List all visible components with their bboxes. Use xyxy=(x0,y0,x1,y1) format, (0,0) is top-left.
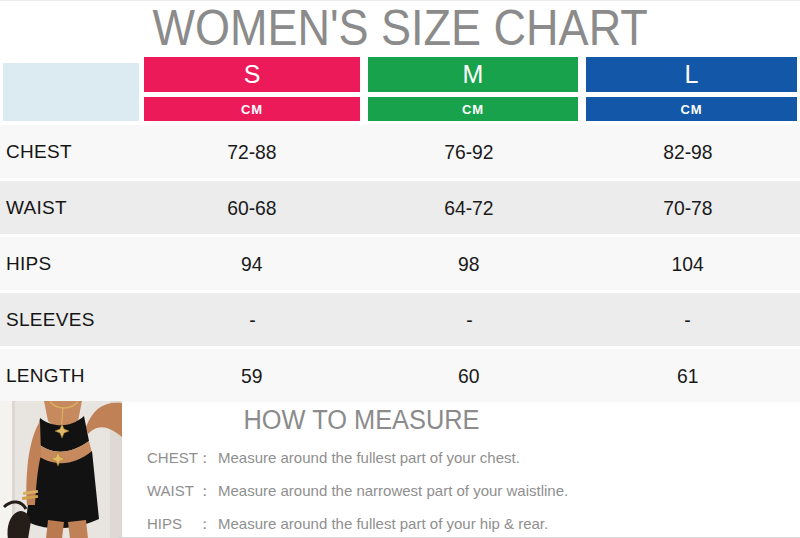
size-s-label: S xyxy=(144,57,360,92)
table-row-waist: WAIST 60-68 64-72 70-78 xyxy=(0,178,800,234)
size-chart-table: CHEST 72-88 76-92 82-98 WAIST 60-68 64-7… xyxy=(0,122,800,402)
table-row-hips: HIPS 94 98 104 xyxy=(0,234,800,290)
measure-step-chest: CHEST： Measure around the fullest part of… xyxy=(122,448,602,467)
cell-length-s: 59 xyxy=(144,364,360,388)
row-label: CHEST xyxy=(0,141,144,163)
product-photo-image xyxy=(0,401,122,538)
cell-waist-s: 60-68 xyxy=(144,196,360,220)
cell-chest-s: 72-88 xyxy=(144,140,360,164)
corner-cell xyxy=(3,63,139,121)
size-m-unit: CM xyxy=(368,97,578,121)
step-text: Measure around the fullest part of your … xyxy=(218,449,520,466)
step-colon: ： xyxy=(197,448,212,467)
row-label: LENGTH xyxy=(0,365,144,387)
cell-chest-m: 76-92 xyxy=(360,140,578,164)
cell-waist-l: 70-78 xyxy=(578,196,797,220)
step-label: HIPS xyxy=(147,514,197,533)
how-to-measure-title-text: HOW TO MEASURE xyxy=(244,401,480,439)
cell-sleeves-m: - xyxy=(360,308,578,332)
step-colon: ： xyxy=(197,481,212,500)
table-row-chest: CHEST 72-88 76-92 82-98 xyxy=(0,122,800,178)
column-header-size-s: S CM xyxy=(144,57,360,122)
column-header-size-m: M CM xyxy=(368,57,578,122)
step-text: Measure around the narrowest part of you… xyxy=(218,482,568,499)
step-label: CHEST xyxy=(147,448,197,467)
size-s-unit: CM xyxy=(144,97,360,121)
cell-hips-l: 104 xyxy=(578,252,797,276)
cell-chest-l: 82-98 xyxy=(578,140,797,164)
cell-hips-s: 94 xyxy=(144,252,360,276)
row-label: HIPS xyxy=(0,253,144,275)
table-row-length: LENGTH 59 60 61 xyxy=(0,346,800,402)
cell-hips-m: 98 xyxy=(360,252,578,276)
cell-length-m: 60 xyxy=(360,364,578,388)
step-label: WAIST xyxy=(147,481,197,500)
cell-sleeves-l: - xyxy=(578,308,797,332)
cell-sleeves-s: - xyxy=(144,308,360,332)
how-to-measure-section: HOW TO MEASURE CHEST：Measure around the … xyxy=(122,401,602,538)
row-label: SLEEVES xyxy=(0,309,144,331)
cell-waist-m: 64-72 xyxy=(360,196,578,220)
product-photo xyxy=(0,401,122,538)
step-colon: ： xyxy=(197,514,212,533)
page-title: WOMEN'S SIZE CHART xyxy=(0,1,800,57)
column-header-size-l: L CM xyxy=(586,57,797,122)
cell-length-l: 61 xyxy=(578,364,797,388)
size-chart-header: S CM M CM L CM xyxy=(3,57,797,122)
how-to-measure-title: HOW TO MEASURE xyxy=(122,401,602,434)
size-l-unit: CM xyxy=(586,97,797,121)
size-l-label: L xyxy=(586,57,797,92)
step-text: Measure around the fullest part of your … xyxy=(218,515,548,532)
table-row-sleeves: SLEEVES - - - xyxy=(0,290,800,346)
size-m-label: M xyxy=(368,57,578,92)
page-title-text: WOMEN'S SIZE CHART xyxy=(152,1,647,55)
measure-step-waist: WAIST： Measure around the narrowest part … xyxy=(122,481,602,500)
row-label: WAIST xyxy=(0,197,144,219)
measure-step-hips: HIPS： Measure around the fullest part of … xyxy=(122,514,602,533)
